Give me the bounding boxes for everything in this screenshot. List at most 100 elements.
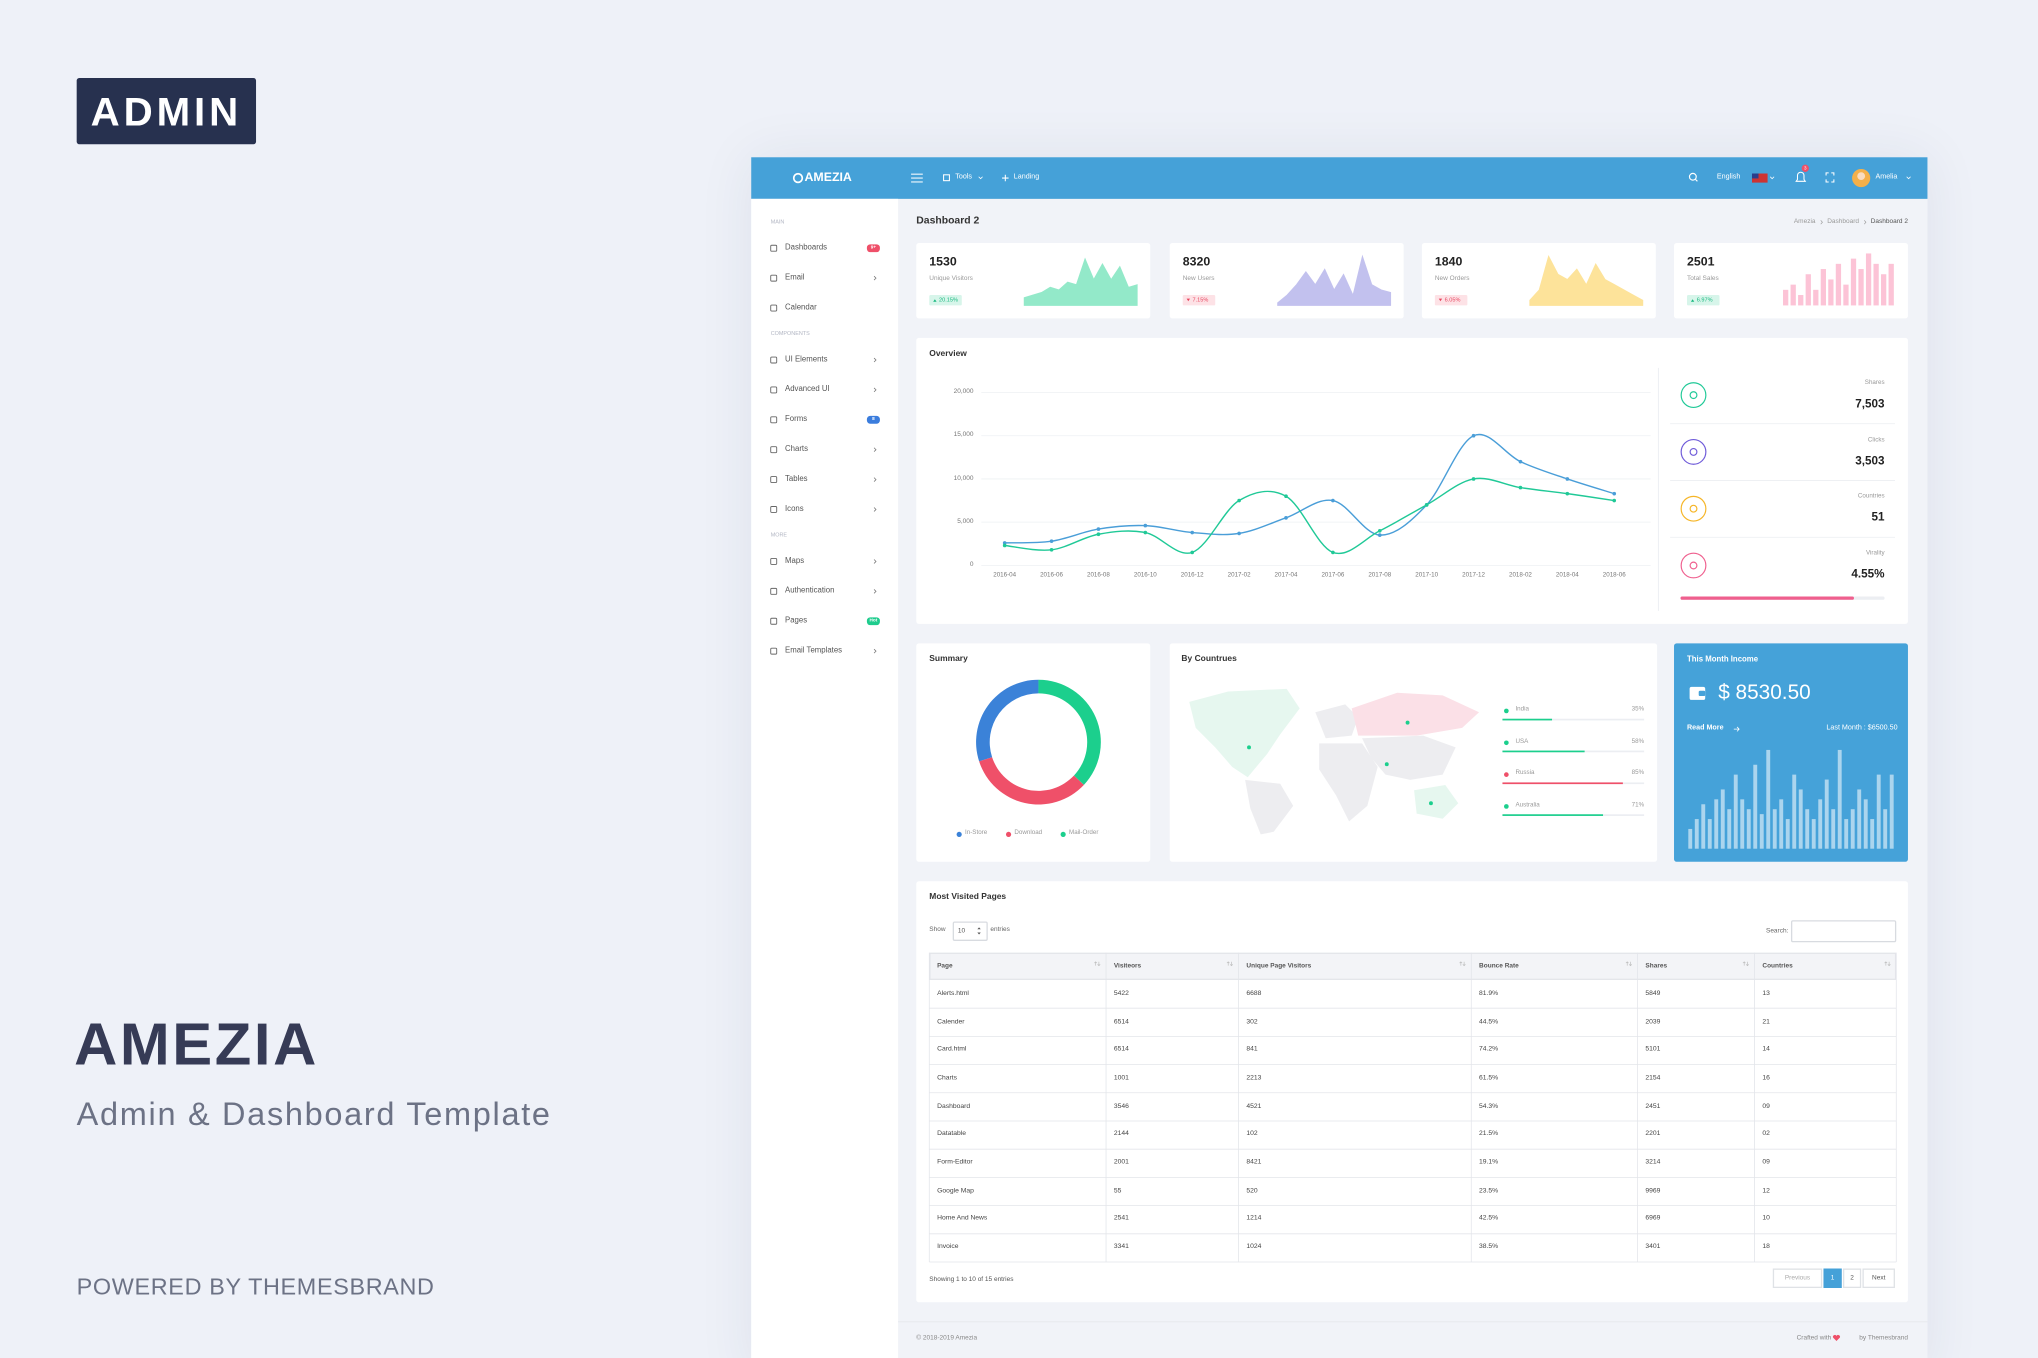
- sparkline-area: [1277, 254, 1392, 306]
- column-header[interactable]: Visiteors: [1113, 961, 1142, 970]
- page-button-label[interactable]: 2: [1850, 1273, 1854, 1282]
- trend-arrow: [1438, 298, 1443, 302]
- user-name[interactable]: Amelia: [1875, 173, 1898, 181]
- plus-icon: [1002, 174, 1009, 182]
- income-link[interactable]: Read More: [1687, 724, 1724, 733]
- sparkline-bar: [1843, 284, 1849, 306]
- column-header[interactable]: Unique Page Visitors: [1246, 961, 1312, 970]
- brand-badge: [76, 77, 257, 145]
- income-bar: [1779, 799, 1784, 849]
- table-info: Showing 1 to 10 of 15 entries: [929, 1275, 1014, 1284]
- brand-subtitle: Admin & Dashboard Template: [76, 1096, 552, 1133]
- footer-credit: Crafted with: [1796, 1334, 1832, 1342]
- menu-item[interactable]: Landing: [1013, 173, 1040, 181]
- map-marker: [1384, 762, 1389, 767]
- menu-label[interactable]: Advanced UI: [785, 386, 830, 394]
- stat-icon: [1680, 495, 1707, 522]
- stat-change-badge: [1434, 295, 1468, 306]
- trend-arrow: [933, 299, 937, 302]
- breadcrumb-item[interactable]: Amezia: [1793, 217, 1816, 226]
- sparkline-bar: [1805, 274, 1811, 306]
- country-value: 58%: [1631, 738, 1645, 745]
- tools-icon: [943, 174, 950, 182]
- trend-arrow: [1690, 299, 1695, 302]
- map-region: [1362, 735, 1456, 780]
- menu-label[interactable]: Dashboards: [785, 244, 828, 253]
- column-header[interactable]: Shares: [1645, 961, 1668, 970]
- line-point: [1518, 459, 1523, 464]
- country-label: Russia: [1515, 770, 1535, 777]
- line-point: [1143, 530, 1148, 535]
- menu-label[interactable]: Authentication: [785, 587, 835, 596]
- menu-label[interactable]: Icons: [785, 505, 804, 514]
- table-cell: 6514: [1113, 1045, 1129, 1054]
- stat-change-badge: [929, 295, 962, 306]
- heart-icon: [1832, 1334, 1840, 1342]
- x-tick-label: 2018-04: [1555, 572, 1579, 580]
- menu-icon: [770, 587, 778, 595]
- menu-label[interactable]: Email Templates: [785, 647, 843, 656]
- legend-dot: [1060, 831, 1066, 838]
- table-cell: 2001: [1113, 1158, 1129, 1167]
- column-header[interactable]: Countries: [1762, 961, 1793, 970]
- legend-label: In-Store: [965, 829, 988, 837]
- breadcrumb-separator: [1820, 220, 1823, 225]
- page-button-label[interactable]: Next: [1872, 1273, 1886, 1282]
- line-point: [1096, 532, 1101, 537]
- income-card: [1674, 643, 1908, 862]
- language[interactable]: English: [1716, 173, 1741, 181]
- footer-credit: by Themesbrand: [1859, 1334, 1908, 1342]
- breadcrumb-item[interactable]: Dashboard: [1827, 217, 1860, 226]
- menu-label[interactable]: Maps: [785, 557, 805, 566]
- menu-label[interactable]: Pages: [785, 617, 808, 626]
- page-button[interactable]: [1842, 1268, 1862, 1289]
- page-button[interactable]: [1823, 1268, 1842, 1289]
- x-tick-label: 2017-06: [1321, 572, 1345, 580]
- x-tick-label: 2018-02: [1509, 572, 1532, 580]
- table-cell: Datatable: [937, 1130, 966, 1139]
- stat-change: 6.05%: [1444, 296, 1461, 303]
- stat-label: Virality: [1865, 550, 1885, 558]
- page-button[interactable]: [1862, 1268, 1895, 1289]
- line-point: [1284, 516, 1288, 520]
- length-select[interactable]: [952, 921, 988, 941]
- table-cell: 2451: [1645, 1102, 1661, 1110]
- menu-label[interactable]: UI Elements: [785, 356, 828, 364]
- donut-slice: [979, 757, 1084, 805]
- select-arrows: [977, 927, 981, 935]
- menu-icon: [770, 506, 778, 513]
- page-button-label[interactable]: Previous: [1784, 1273, 1811, 1282]
- country-value: 35%: [1631, 706, 1645, 714]
- page-title: Dashboard 2: [916, 214, 980, 227]
- menu-icon: [770, 476, 778, 484]
- page-button[interactable]: [1772, 1268, 1823, 1289]
- table-cell: 841: [1246, 1045, 1258, 1054]
- menu-label[interactable]: Forms: [785, 415, 808, 424]
- table-cell: 3341: [1113, 1243, 1129, 1252]
- income-last-month: Last Month : $6500.50: [1826, 724, 1898, 733]
- column-header[interactable]: Page: [937, 961, 953, 970]
- menu-label[interactable]: Charts: [785, 445, 808, 454]
- menu-label[interactable]: Email: [785, 274, 805, 283]
- caret: [1769, 176, 1775, 180]
- submenu-arrow: [873, 357, 877, 363]
- y-tick-label: 15,000: [953, 431, 974, 439]
- length-label: Show: [929, 926, 946, 934]
- menu-label[interactable]: Tables: [785, 475, 808, 484]
- menu-label[interactable]: Calendar: [785, 304, 817, 312]
- notification-count: 3: [1804, 164, 1807, 170]
- sparkline-bar: [1828, 279, 1834, 306]
- table-cell: Google Map: [937, 1186, 974, 1195]
- link-arrow: [1733, 726, 1740, 732]
- card-title: This Month Income: [1687, 656, 1759, 665]
- line-point: [1377, 528, 1382, 533]
- page-button-label[interactable]: 1: [1830, 1273, 1835, 1282]
- column-header[interactable]: Bounce Rate: [1479, 961, 1519, 970]
- line-point: [1331, 498, 1335, 503]
- menu-item[interactable]: Tools: [955, 173, 972, 181]
- search-label: Search:: [1765, 926, 1789, 935]
- search-input[interactable]: [1790, 920, 1897, 943]
- line-point: [1049, 547, 1054, 552]
- donut-slice: [976, 679, 1039, 762]
